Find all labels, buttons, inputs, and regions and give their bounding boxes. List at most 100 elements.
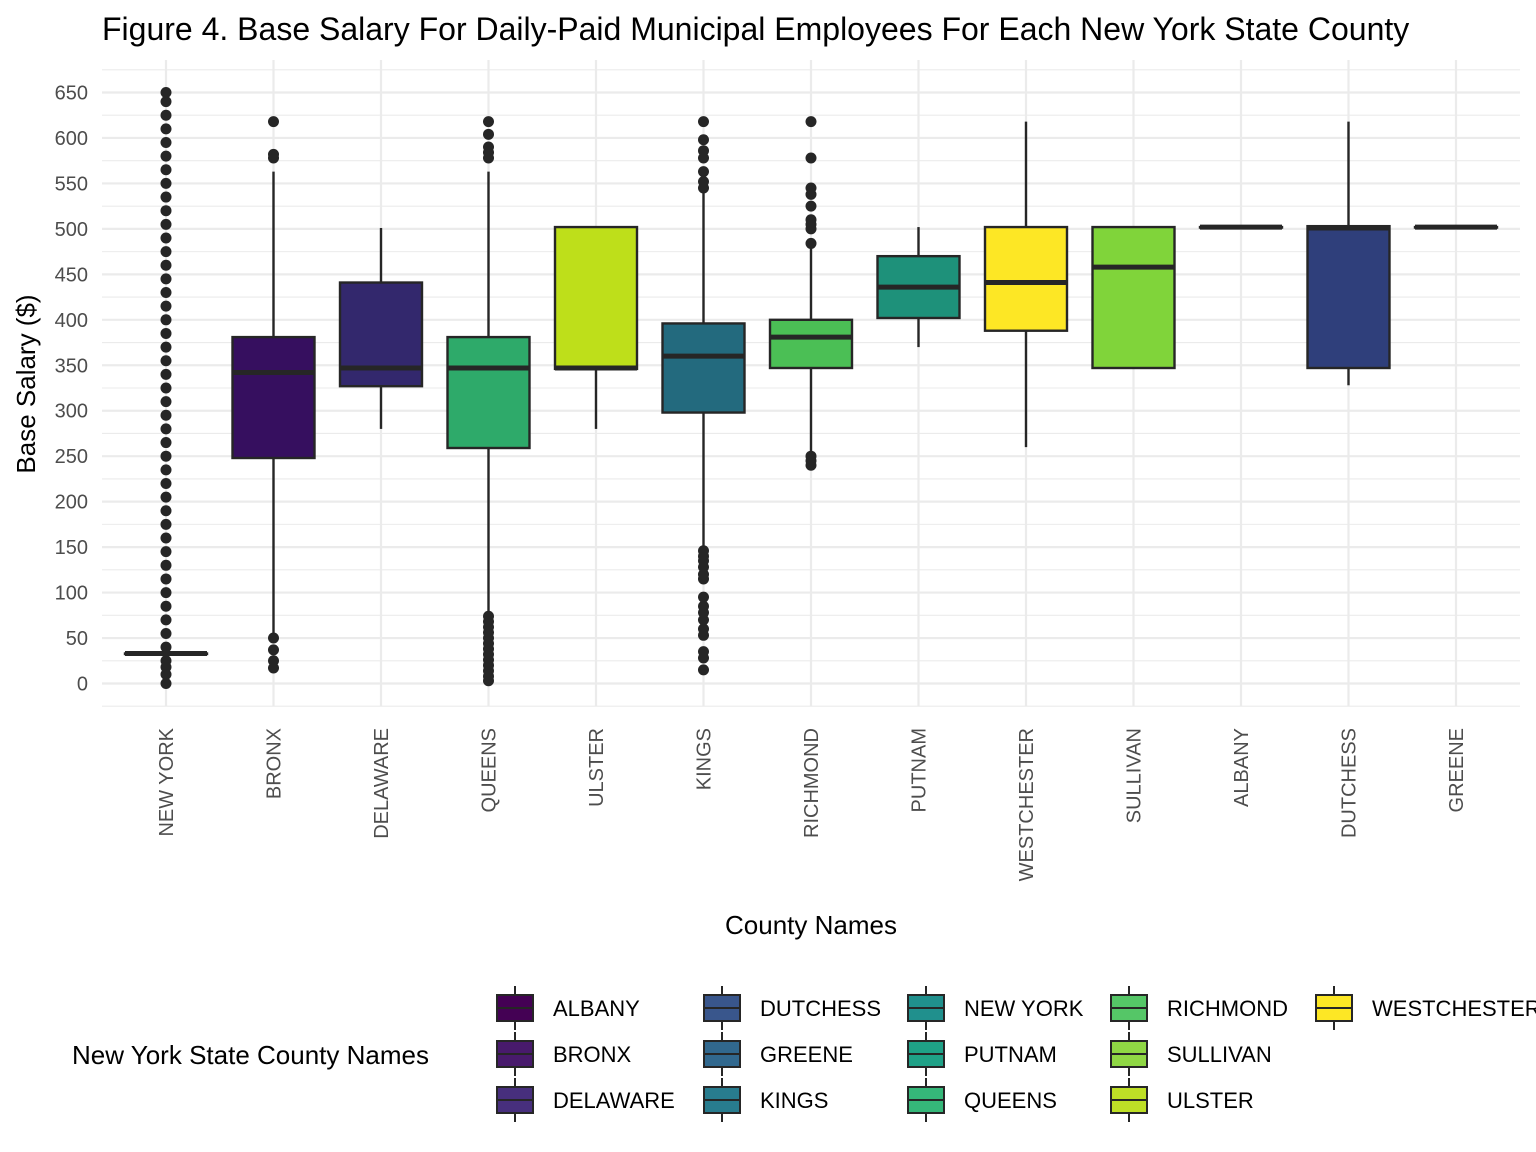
- x-tick-label: DUTCHESS: [1339, 728, 1361, 838]
- legend-item: DUTCHESS: [703, 986, 881, 1030]
- legend-title: New York State County Names: [72, 1040, 429, 1070]
- box-group: [768, 116, 854, 471]
- box-group: [1091, 225, 1176, 370]
- outlier-point: [160, 96, 172, 108]
- outlier-point: [160, 327, 172, 339]
- x-tick-label: KINGS: [694, 728, 716, 790]
- outlier-point: [160, 341, 172, 353]
- outlier-point: [698, 664, 709, 676]
- x-tick-label: ALBANY: [1231, 728, 1253, 807]
- outlier-point: [160, 273, 172, 285]
- legend-label: DUTCHESS: [760, 996, 881, 1021]
- outlier-point: [483, 128, 494, 140]
- legend-label: KINGS: [760, 1088, 828, 1113]
- y-tick-label: 600: [55, 128, 88, 150]
- box-iqr: [553, 225, 639, 371]
- x-tick-label: QUEENS: [479, 728, 501, 812]
- legend-item: NEW YORK: [907, 986, 1084, 1030]
- outlier-point: [160, 109, 172, 121]
- legend-label: WESTCHESTER: [1372, 996, 1536, 1021]
- legend: ALBANY BRONX DELAWARE DUTCHESS GREENE KINGS NE…: [496, 986, 1536, 1122]
- box-iqr: [446, 335, 531, 450]
- box-group: [1306, 121, 1391, 386]
- legend-label: DELAWARE: [553, 1088, 675, 1113]
- x-tick-label: RICHMOND: [801, 728, 823, 838]
- box-group: [231, 116, 316, 674]
- outlier-point: [698, 134, 709, 146]
- outlier-point: [160, 396, 172, 408]
- outlier-point: [698, 591, 709, 603]
- outlier-point: [698, 646, 709, 658]
- outlier-point: [268, 148, 279, 160]
- outlier-point: [698, 145, 709, 157]
- box-group: [553, 225, 639, 429]
- legend-item: BRONX: [496, 1032, 632, 1076]
- outlier-point: [698, 176, 709, 188]
- outlier-point: [160, 518, 172, 530]
- box-group: [1413, 224, 1499, 230]
- outlier-point: [160, 587, 172, 599]
- outlier-point: [698, 116, 709, 128]
- outlier-point: [698, 600, 709, 612]
- y-tick-label: 50: [66, 628, 88, 650]
- outlier-point: [160, 382, 172, 394]
- outlier-point: [160, 559, 172, 571]
- x-tick-label: ULSTER: [586, 728, 608, 807]
- legend-label: GREENE: [760, 1042, 853, 1067]
- box-group: [1198, 224, 1284, 230]
- outlier-point: [160, 87, 172, 98]
- outlier-point: [160, 123, 172, 135]
- outlier-point: [160, 137, 172, 149]
- outlier-point: [698, 166, 709, 178]
- outlier-point: [805, 182, 817, 194]
- box-iqr: [983, 225, 1069, 332]
- legend-item: PUTNAM: [907, 1032, 1057, 1076]
- outlier-point: [160, 655, 172, 667]
- outlier-point: [160, 409, 172, 421]
- x-tick-label: DELAWARE: [371, 728, 393, 839]
- outlier-point: [483, 116, 494, 128]
- outlier-point: [160, 491, 172, 503]
- y-tick-label: 650: [55, 83, 88, 105]
- outlier-point: [160, 246, 172, 258]
- outlier-point: [698, 545, 709, 557]
- outlier-point: [160, 150, 172, 162]
- box-iqr: [768, 318, 854, 370]
- legend-label: PUTNAM: [964, 1042, 1057, 1067]
- outlier-point: [805, 152, 817, 164]
- outlier-point: [160, 423, 172, 435]
- outlier-point: [268, 644, 279, 656]
- outlier-point: [160, 614, 172, 626]
- outlier-point: [160, 368, 172, 380]
- box-group: [338, 227, 424, 429]
- box-iqr: [231, 335, 316, 460]
- outlier-point: [160, 600, 172, 612]
- outlier-point: [160, 437, 172, 449]
- outlier-point: [160, 287, 172, 299]
- legend-item: ULSTER: [1110, 1078, 1254, 1122]
- outlier-point: [160, 300, 172, 312]
- outlier-point: [160, 532, 172, 544]
- outlier-point: [160, 218, 172, 230]
- box-group: [446, 116, 531, 687]
- x-tick-label: GREENE: [1446, 728, 1468, 812]
- y-axis-ticks: 0 50 100 150 200 250 300 350 400 450 500 550 600 650: [55, 83, 88, 696]
- legend-item: QUEENS: [907, 1078, 1057, 1122]
- outlier-point: [805, 200, 817, 212]
- legend-item: DELAWARE: [496, 1078, 675, 1122]
- x-tick-label: BRONX: [264, 728, 286, 799]
- legend-item: ALBANY: [496, 986, 640, 1030]
- y-tick-label: 200: [55, 492, 88, 514]
- outlier-point: [160, 641, 172, 653]
- legend-item: GREENE: [703, 1032, 853, 1076]
- legend-item: SULLIVAN: [1110, 1032, 1272, 1076]
- x-tick-label: PUTNAM: [909, 728, 931, 812]
- outlier-point: [160, 205, 172, 217]
- box-iqr: [1306, 224, 1391, 370]
- outlier-point: [160, 177, 172, 189]
- box-group: [983, 121, 1069, 448]
- outlier-point: [483, 610, 494, 622]
- y-axis-title: Base Salary ($): [11, 294, 41, 473]
- box-group: [876, 227, 961, 348]
